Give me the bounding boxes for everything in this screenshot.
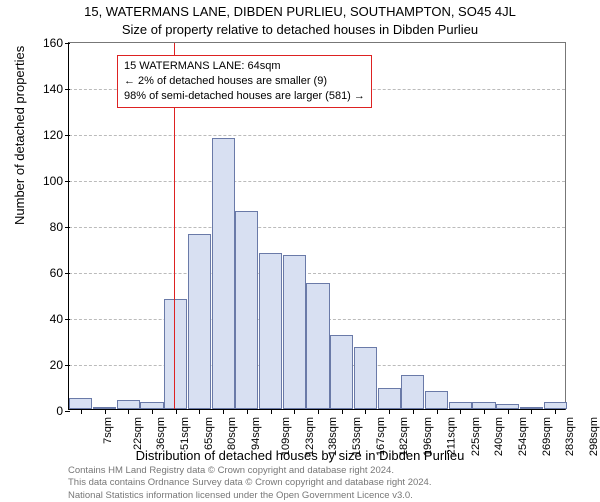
y-tick-label: 60 (50, 266, 69, 280)
y-tick-label: 120 (43, 128, 69, 142)
chart-container: 15, WATERMANS LANE, DIBDEN PURLIEU, SOUT… (0, 0, 600, 500)
histogram-bar (117, 400, 140, 409)
annotation-box: 15 WATERMANS LANE: 64sqm← 2% of detached… (117, 55, 372, 108)
histogram-bar (69, 398, 92, 410)
histogram-bar (425, 391, 448, 409)
x-tick-mark (484, 409, 485, 414)
x-tick-mark (81, 409, 82, 414)
x-tick-mark (389, 409, 390, 414)
plot-area: 0204060801001201401607sqm22sqm36sqm51sqm… (68, 42, 566, 410)
annotation-line: ← 2% of detached houses are smaller (9) (124, 74, 365, 89)
histogram-bar (212, 138, 235, 409)
footer-line: National Statistics information licensed… (68, 490, 431, 502)
histogram-bar (449, 402, 472, 409)
x-tick-mark (318, 409, 319, 414)
x-tick-mark (105, 409, 106, 414)
x-tick-label: 80sqm (226, 417, 238, 450)
x-tick-label: 22sqm (132, 417, 144, 450)
x-axis-label: Distribution of detached houses by size … (0, 448, 600, 463)
x-tick-mark (271, 409, 272, 414)
y-tick-label: 80 (50, 220, 69, 234)
histogram-bar (283, 255, 306, 409)
x-tick-mark (555, 409, 556, 414)
gridline (69, 273, 565, 274)
x-tick-label: 36sqm (155, 417, 167, 450)
footer-line: This data contains Ordnance Survey data … (68, 477, 431, 489)
x-tick-mark (128, 409, 129, 414)
annotation-line: 15 WATERMANS LANE: 64sqm (124, 59, 365, 74)
gridline (69, 227, 565, 228)
x-tick-mark (176, 409, 177, 414)
histogram-bar (306, 283, 329, 410)
y-tick-label: 40 (50, 312, 69, 326)
x-tick-label: 65sqm (203, 417, 215, 450)
histogram-bar (140, 402, 163, 409)
x-tick-mark (437, 409, 438, 414)
chart-footer: Contains HM Land Registry data © Crown c… (68, 465, 431, 502)
annotation-line: 98% of semi-detached houses are larger (… (124, 89, 365, 104)
x-tick-mark (342, 409, 343, 414)
histogram-bar (472, 402, 495, 409)
histogram-bar (330, 335, 353, 409)
y-tick-label: 20 (50, 358, 69, 372)
histogram-bar (188, 234, 211, 409)
y-tick-label: 140 (43, 82, 69, 96)
gridline (69, 135, 565, 136)
histogram-bar (401, 375, 424, 410)
histogram-bar (544, 402, 567, 409)
y-tick-label: 0 (56, 404, 69, 418)
x-tick-mark (413, 409, 414, 414)
histogram-bar (354, 347, 377, 409)
x-tick-mark (247, 409, 248, 414)
x-tick-label: 94sqm (250, 417, 262, 450)
gridline (69, 181, 565, 182)
histogram-bar (259, 253, 282, 409)
histogram-bar (378, 388, 401, 409)
histogram-bar (164, 299, 187, 409)
x-tick-mark (460, 409, 461, 414)
y-axis-label: Number of detached properties (12, 46, 27, 225)
chart-title-line2: Size of property relative to detached ho… (0, 22, 600, 37)
footer-line: Contains HM Land Registry data © Crown c… (68, 465, 431, 477)
y-tick-label: 100 (43, 174, 69, 188)
x-tick-mark (365, 409, 366, 414)
x-tick-mark (531, 409, 532, 414)
x-tick-label: 7sqm (102, 417, 114, 444)
y-tick-label: 160 (43, 36, 69, 50)
x-tick-mark (508, 409, 509, 414)
chart-title-line1: 15, WATERMANS LANE, DIBDEN PURLIEU, SOUT… (0, 4, 600, 19)
x-tick-mark (294, 409, 295, 414)
x-tick-label: 51sqm (179, 417, 191, 450)
x-tick-mark (152, 409, 153, 414)
histogram-bar (235, 211, 258, 409)
x-tick-mark (199, 409, 200, 414)
x-tick-mark (223, 409, 224, 414)
